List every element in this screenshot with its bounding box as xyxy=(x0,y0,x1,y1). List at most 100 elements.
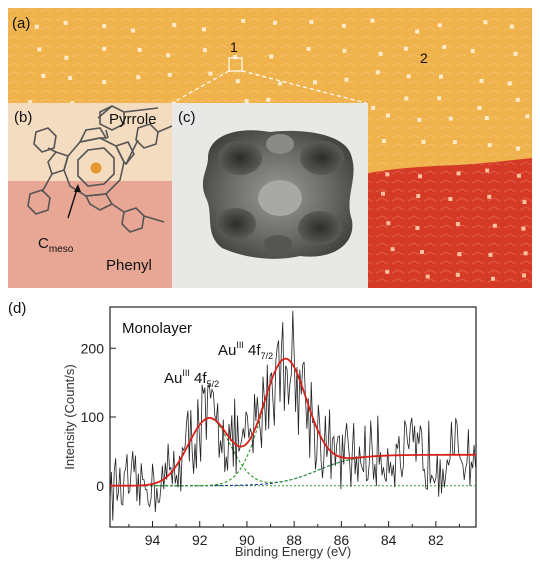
x-tick-label: 92 xyxy=(192,532,208,548)
molecule-dot xyxy=(507,81,512,86)
molecule-dot xyxy=(457,252,462,257)
panel-label-d: (d) xyxy=(8,300,26,317)
molecule-dot xyxy=(403,46,408,51)
zoom-line-right xyxy=(241,70,367,104)
stm-image: 1 2 (a) xyxy=(7,8,533,288)
x-tick-label: 90 xyxy=(239,532,255,548)
y-axis-label: Intensity (Count/s) xyxy=(62,364,77,470)
molecule-dot xyxy=(483,20,488,25)
c-meso-arrowhead xyxy=(74,184,81,192)
molecule-dot xyxy=(102,46,107,51)
annotation-au-4f52: AuIII 4f5/2 xyxy=(164,368,219,389)
molecule-dot xyxy=(415,29,420,34)
molecule-dot xyxy=(513,51,518,56)
molecule-dot xyxy=(266,97,271,102)
plot-frame xyxy=(109,306,477,528)
molecule-dot xyxy=(437,23,442,28)
molecule-dot xyxy=(477,105,482,110)
molecule-dot xyxy=(63,20,68,25)
molecule-dot xyxy=(241,18,246,23)
marker-1: 1 xyxy=(230,39,238,55)
molecule-dot xyxy=(385,172,390,177)
molecule-dot xyxy=(437,96,442,101)
molecule-dot xyxy=(390,247,395,252)
molecule-dot xyxy=(522,273,527,278)
central-atom xyxy=(90,162,102,174)
molecule-dot xyxy=(487,194,492,199)
molecule-dot xyxy=(312,80,317,85)
annotation-au-4f72: AuIII 4f7/2 xyxy=(218,340,273,361)
molecule-dot xyxy=(492,223,497,228)
lower-terrace xyxy=(368,158,532,288)
molecule-dot xyxy=(28,100,33,105)
xps-chart-panel: (d) Monolayer 0 100 200 94 92 90 88 86 84 82 Bin… xyxy=(0,295,540,561)
molecule-dot xyxy=(131,28,136,33)
molecule-dot xyxy=(515,97,520,102)
molecule-dot xyxy=(344,77,349,82)
stm-image-panel: 1 2 (a) xyxy=(7,8,533,288)
molecule-dot xyxy=(485,168,490,173)
plot-content xyxy=(109,310,476,521)
molecule-dot xyxy=(166,53,171,58)
molecule-dot xyxy=(380,191,385,196)
molecule-dot xyxy=(341,23,346,28)
molecule-dot xyxy=(381,139,386,144)
molecule-dot xyxy=(309,19,314,24)
molecule-dot xyxy=(516,146,521,151)
molecule-dot xyxy=(523,251,528,256)
molecule-dot xyxy=(269,54,274,59)
molecule-dot xyxy=(455,272,460,277)
molecule-dot xyxy=(371,105,376,110)
molecule-dot xyxy=(385,269,390,274)
molecule-dot xyxy=(442,45,447,50)
x-tick-label: 82 xyxy=(428,532,444,548)
molecule-dot xyxy=(208,71,213,76)
molecule-dot xyxy=(487,143,492,148)
molecule-dot xyxy=(235,79,240,84)
molecule-dot xyxy=(34,24,39,29)
molecule-dot xyxy=(470,48,475,53)
y-tick-label: 100 xyxy=(81,409,105,425)
molecule-dot xyxy=(418,174,423,179)
molecule-dot xyxy=(525,114,530,119)
molecule-dot xyxy=(202,48,207,53)
molecule-dot xyxy=(421,139,426,144)
y-tick-label: 200 xyxy=(81,340,105,356)
molecule-dots xyxy=(28,18,530,281)
molecule-dot xyxy=(244,99,249,104)
panel-label-a: (a) xyxy=(12,15,30,32)
molecule-dot xyxy=(306,46,311,51)
chart-title: Monolayer xyxy=(122,320,192,337)
molecule-dot xyxy=(201,27,206,32)
molecule-dot xyxy=(417,117,422,122)
x-tick-label: 84 xyxy=(381,532,397,548)
x-tick-label: 94 xyxy=(145,532,161,548)
inset-b: Pyrrole Phenyl Cmeso (b) xyxy=(8,103,173,288)
molecule-dot xyxy=(167,72,172,77)
molecule-dot xyxy=(416,194,421,199)
raw-spectrum xyxy=(109,310,476,521)
molecule-dot xyxy=(452,140,457,145)
molecule-dot xyxy=(102,24,107,29)
molecule-dot xyxy=(488,252,493,257)
inset-c: (c) xyxy=(172,103,368,288)
molecule-dot xyxy=(484,115,489,120)
molecule-dot xyxy=(136,75,141,80)
x-axis-ticks: 94 92 90 88 86 84 82 xyxy=(128,521,460,548)
label-pyrrole: Pyrrole xyxy=(109,111,157,128)
zoom-line-left xyxy=(171,70,230,104)
molecule-dot xyxy=(425,274,430,279)
molecule-dot xyxy=(370,18,375,23)
label-phenyl: Phenyl xyxy=(106,257,152,274)
molecule-dot xyxy=(509,24,514,29)
x-tick-label: 86 xyxy=(334,532,350,548)
x-axis-label: Binding Energy (eV) xyxy=(235,544,351,559)
y-axis-ticks: 0 100 200 xyxy=(81,340,116,494)
molecule-dot xyxy=(342,48,347,53)
molecule-dot xyxy=(522,200,527,205)
molecule-dot xyxy=(456,171,461,176)
molecule-dot xyxy=(439,74,444,79)
molecule-dot xyxy=(37,47,42,52)
molecule-dot xyxy=(102,80,107,85)
molecule-dot xyxy=(378,51,383,56)
